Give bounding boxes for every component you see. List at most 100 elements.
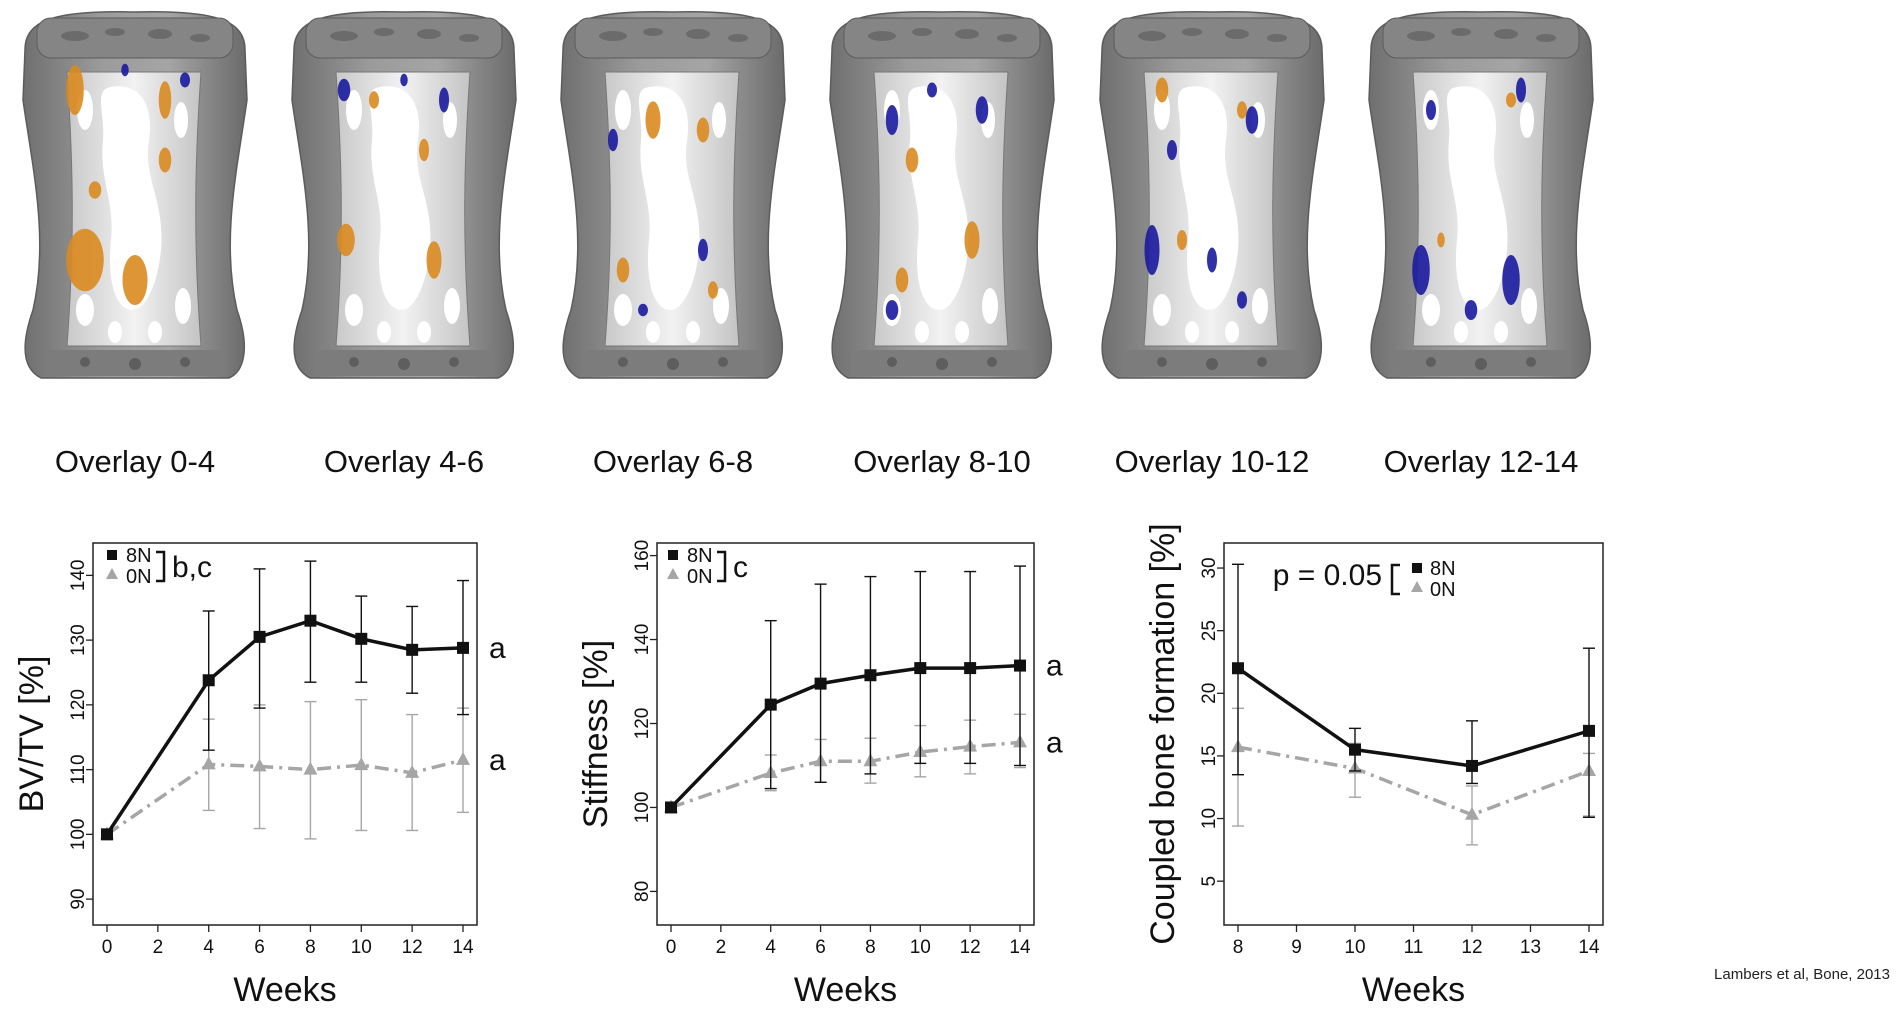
significance-label: b,c xyxy=(172,551,212,584)
series-end-label: a xyxy=(489,632,506,665)
x-tick-label: 14 xyxy=(452,937,474,958)
significance-label: c xyxy=(733,551,748,584)
formation-patch xyxy=(88,181,102,199)
data-point-8N xyxy=(1349,743,1361,756)
resorption-patch xyxy=(1144,225,1160,275)
series-end-label: a xyxy=(489,744,506,777)
y-tick-label: 5 xyxy=(1199,876,1220,887)
resorption-patch xyxy=(1464,300,1478,320)
y-tick-label: 100 xyxy=(632,792,653,824)
plot-frame xyxy=(92,542,478,926)
citation-text: Lambers et al, Bone, 2013 xyxy=(1714,966,1890,983)
plot-frame xyxy=(1223,542,1604,926)
y-tick-label: 130 xyxy=(68,624,89,656)
resorption-patch xyxy=(608,128,618,152)
series-end-label: a xyxy=(1046,726,1063,759)
resorption-patch xyxy=(1502,255,1520,305)
resorption-patch xyxy=(1412,245,1430,295)
resorption-patch xyxy=(1207,247,1217,273)
formation-patch xyxy=(645,101,661,139)
x-tick-label: 12 xyxy=(960,937,981,958)
legend-marker-8N xyxy=(107,550,117,560)
x-tick-label: 2 xyxy=(716,937,727,958)
legend-marker-8N xyxy=(1412,563,1422,573)
x-tick-label: 14 xyxy=(1578,937,1600,958)
legend-bracket xyxy=(1390,563,1400,596)
data-point-8N xyxy=(764,698,777,711)
resorption-patch xyxy=(1516,77,1526,103)
bone-image xyxy=(1099,11,1325,379)
data-point-0N xyxy=(201,756,216,770)
bone-overlay-panel: Overlay 8-10 xyxy=(829,11,1055,479)
bone-image xyxy=(291,11,517,379)
data-point-0N xyxy=(252,758,267,772)
x-axis-title: Weeks xyxy=(1362,971,1465,1009)
overlay-caption: Overlay 10-12 xyxy=(1115,444,1310,479)
chart-panel: 0 2 4 6 8 10 12 14 90 100 110 120 130 140 Weeks BV/TV [… xyxy=(13,542,506,1009)
data-point-8N xyxy=(814,677,827,690)
data-point-0N xyxy=(456,751,470,765)
data-point-8N xyxy=(665,801,677,814)
x-tick-label: 13 xyxy=(1520,937,1541,958)
formation-patch xyxy=(66,65,84,115)
data-point-8N xyxy=(355,632,368,645)
y-tick-label: 110 xyxy=(68,754,89,784)
resorption-patch xyxy=(1237,291,1247,309)
x-tick-label: 10 xyxy=(351,937,372,958)
chart-panel: 8 9 10 11 12 13 14 5 10 15 20 25 30 Weeks Coupled bone… xyxy=(1144,523,1604,1009)
formation-patch xyxy=(616,257,630,283)
x-tick-label: 10 xyxy=(910,937,931,958)
formation-patch xyxy=(1506,92,1516,108)
formation-patch xyxy=(1237,101,1247,119)
formation-patch xyxy=(158,81,172,119)
x-tick-label: 8 xyxy=(1233,937,1244,958)
legend-label-8N: 8N xyxy=(1430,558,1456,580)
y-tick-label: 90 xyxy=(68,889,89,910)
legend-bracket xyxy=(156,550,166,583)
plot-frame xyxy=(656,542,1035,926)
x-tick-label: 10 xyxy=(1344,937,1365,958)
overlay-caption: Overlay 12-14 xyxy=(1384,444,1579,479)
data-point-0N xyxy=(1465,806,1479,820)
formation-patch xyxy=(905,147,919,173)
legend-label-0N: 0N xyxy=(1430,579,1456,601)
data-point-8N xyxy=(304,614,317,627)
bone-image xyxy=(1368,11,1594,379)
formation-patch xyxy=(122,255,148,305)
formation-patch xyxy=(696,117,710,143)
series-line-0N xyxy=(1237,745,1590,817)
bone-overlay-panel: Overlay 10-12 xyxy=(1099,11,1325,479)
y-tick-label: 20 xyxy=(1199,683,1220,704)
series-line-8N xyxy=(1237,666,1590,768)
y-tick-label: 120 xyxy=(632,708,653,740)
x-tick-label: 6 xyxy=(815,937,826,958)
series-line-8N xyxy=(669,663,1021,809)
formation-patch xyxy=(708,281,718,299)
x-tick-label: 14 xyxy=(1009,937,1031,958)
data-point-8N xyxy=(964,662,977,675)
resorption-patch xyxy=(885,105,899,135)
overlay-caption: Overlay 4-6 xyxy=(324,444,484,479)
x-tick-label: 4 xyxy=(765,937,776,958)
data-point-8N xyxy=(101,828,113,841)
x-axis-title: Weeks xyxy=(794,971,897,1009)
significance-label: p = 0.05 xyxy=(1273,559,1382,592)
resorption-patch xyxy=(1426,100,1436,120)
x-axis-title: Weeks xyxy=(233,971,336,1009)
y-tick-label: 140 xyxy=(68,560,89,592)
legend-label-0N: 0N xyxy=(126,566,152,588)
resorption-patch xyxy=(927,82,937,98)
bone-overlay-panel: Overlay 0-4 xyxy=(22,11,248,479)
overlay-caption: Overlay 6-8 xyxy=(593,444,753,479)
data-point-8N xyxy=(1232,662,1244,675)
data-point-8N xyxy=(253,630,266,643)
legend-marker-0N xyxy=(1411,581,1423,592)
bone-overlay-row: Overlay 0-4 Overlay 4-6 Overlay 6-8 Overlay… xyxy=(22,11,1594,479)
bone-overlay-panel: Overlay 4-6 xyxy=(291,11,517,479)
resorption-patch xyxy=(121,63,129,77)
x-tick-label: 11 xyxy=(1404,937,1424,958)
y-tick-label: 80 xyxy=(632,881,653,902)
chart-panel: 0 2 4 6 8 10 12 14 80 100 120 140 160 Weeks Stiffness … xyxy=(577,540,1063,1009)
